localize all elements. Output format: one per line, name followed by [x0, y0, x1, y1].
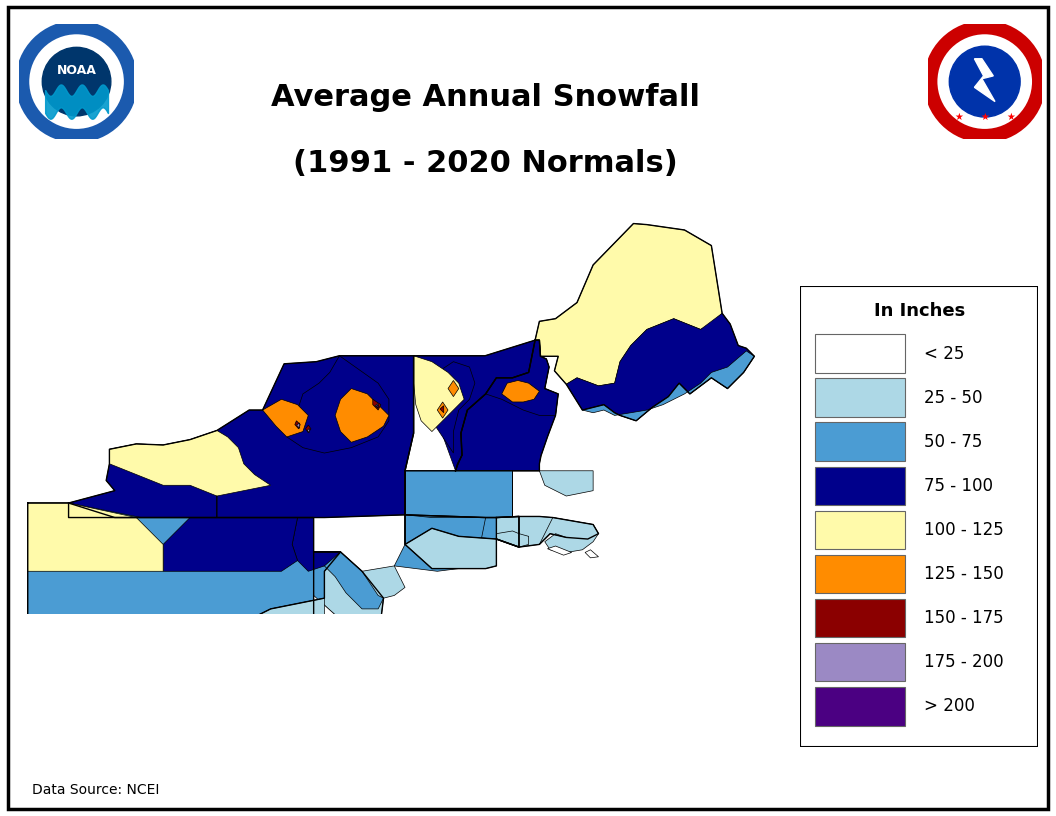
Polygon shape	[335, 388, 389, 442]
Text: Average Annual Snowfall: Average Annual Snowfall	[271, 83, 700, 113]
Polygon shape	[27, 598, 324, 641]
Bar	[815, 423, 905, 461]
Text: 75 - 100: 75 - 100	[924, 477, 993, 494]
Bar	[815, 511, 905, 549]
Polygon shape	[293, 517, 340, 571]
Circle shape	[949, 47, 1020, 117]
Polygon shape	[535, 224, 722, 386]
Bar	[815, 335, 905, 373]
Polygon shape	[583, 351, 754, 421]
Polygon shape	[295, 421, 300, 429]
Polygon shape	[287, 356, 389, 453]
Polygon shape	[314, 552, 383, 609]
Polygon shape	[540, 517, 599, 552]
Polygon shape	[314, 552, 383, 641]
Polygon shape	[307, 428, 309, 432]
Text: 175 - 200: 175 - 200	[924, 653, 1003, 671]
Text: 25 - 50: 25 - 50	[924, 388, 982, 407]
Text: Data Source: NCEI: Data Source: NCEI	[32, 783, 159, 797]
Polygon shape	[263, 399, 308, 437]
Polygon shape	[69, 431, 270, 517]
Polygon shape	[406, 528, 496, 569]
Text: ★: ★	[1006, 112, 1015, 122]
Polygon shape	[566, 313, 754, 421]
Polygon shape	[376, 405, 378, 408]
Polygon shape	[297, 423, 300, 428]
Bar	[815, 467, 905, 505]
Polygon shape	[975, 59, 995, 101]
Polygon shape	[394, 515, 486, 571]
Polygon shape	[69, 356, 414, 517]
Text: In Inches: In Inches	[873, 302, 965, 320]
Polygon shape	[27, 503, 164, 571]
Text: ★: ★	[980, 112, 989, 122]
Text: 125 - 150: 125 - 150	[924, 565, 1004, 583]
Polygon shape	[585, 550, 599, 558]
Polygon shape	[437, 402, 448, 418]
Bar	[815, 555, 905, 593]
Polygon shape	[455, 340, 559, 471]
Text: < 25: < 25	[924, 344, 964, 363]
Polygon shape	[406, 515, 496, 544]
Polygon shape	[414, 340, 535, 471]
Polygon shape	[496, 531, 529, 547]
Polygon shape	[314, 596, 378, 684]
Polygon shape	[27, 503, 340, 641]
Polygon shape	[305, 425, 310, 432]
Polygon shape	[414, 356, 465, 432]
Circle shape	[42, 47, 111, 116]
Text: > 200: > 200	[924, 697, 975, 715]
Bar	[815, 599, 905, 637]
Polygon shape	[375, 404, 378, 409]
Text: 50 - 75: 50 - 75	[924, 432, 982, 451]
Bar	[815, 379, 905, 417]
Polygon shape	[164, 517, 298, 571]
Polygon shape	[547, 546, 571, 555]
Polygon shape	[512, 471, 599, 547]
Bar	[815, 687, 905, 725]
Circle shape	[930, 27, 1039, 136]
Bar	[815, 643, 905, 681]
Text: ★: ★	[955, 112, 963, 122]
Text: 150 - 175: 150 - 175	[924, 609, 1003, 627]
Polygon shape	[373, 399, 381, 410]
Text: (1991 - 2020 Normals): (1991 - 2020 Normals)	[294, 149, 678, 178]
Text: 100 - 125: 100 - 125	[924, 521, 1004, 539]
Polygon shape	[486, 340, 559, 415]
Polygon shape	[421, 361, 475, 453]
Circle shape	[22, 27, 131, 136]
Polygon shape	[448, 380, 458, 397]
Polygon shape	[406, 471, 512, 517]
Text: NOAA: NOAA	[57, 64, 96, 77]
Polygon shape	[27, 503, 340, 641]
Polygon shape	[496, 517, 518, 547]
Polygon shape	[502, 380, 540, 402]
Polygon shape	[440, 406, 444, 413]
Polygon shape	[362, 566, 406, 598]
